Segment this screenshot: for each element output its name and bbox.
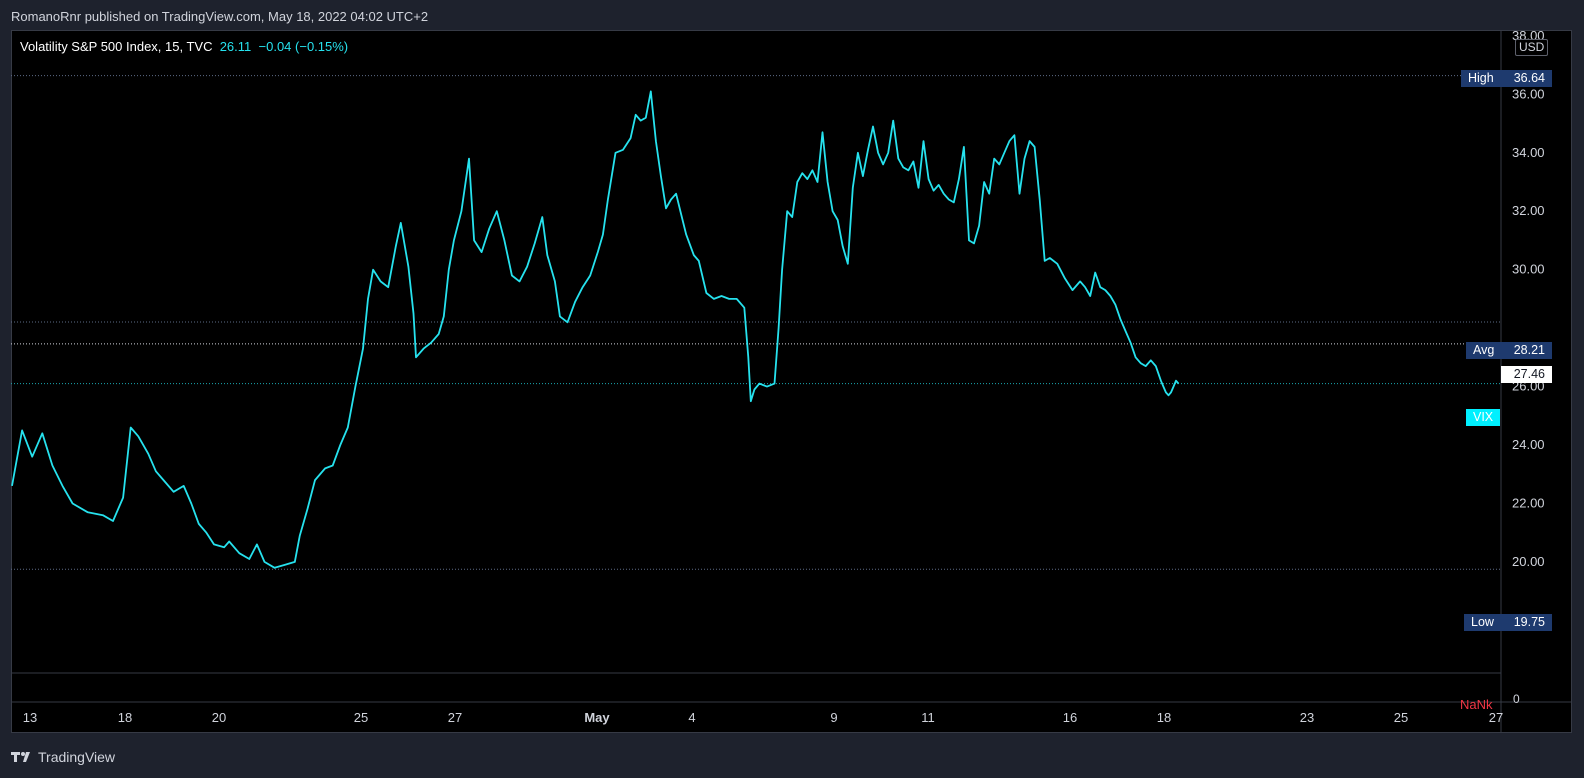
volume-zero-label: 0 (1513, 692, 1520, 706)
publish-header: RomanoRnr published on TradingView.com, … (11, 9, 429, 24)
volume-nan-label: NaNk (1460, 697, 1493, 712)
x-tick-label: 11 (921, 710, 935, 725)
legend-last-value: 26.11 (219, 39, 252, 54)
y-tick-label: 34.00 (1512, 145, 1545, 160)
y-tick-label: 20.00 (1512, 554, 1545, 569)
x-tick-label: 20 (212, 710, 226, 725)
low-label-tag: Low (1464, 614, 1501, 631)
reference-lines (11, 75, 1501, 570)
chart-frame[interactable] (11, 30, 1572, 733)
x-axis-ticks: 13 18 20 25 27 May 4 9 11 16 18 23 25 27 (23, 710, 1503, 725)
x-tick-label: 13 (23, 710, 37, 725)
x-tick-label: 25 (354, 710, 368, 725)
legend-change: −0.04 (−0.15%) (258, 39, 349, 54)
currency-badge[interactable]: USD (1515, 39, 1549, 56)
x-tick-label: 23 (1300, 710, 1314, 725)
x-tick-label: 27 (448, 710, 462, 725)
tradingview-logo-icon (11, 752, 30, 762)
x-tick-label: 9 (830, 710, 837, 725)
price-chart[interactable]: 38.0036.0034.0032.0030.0026.0024.0022.00… (11, 30, 1572, 733)
y-tick-label: 32.00 (1512, 203, 1545, 218)
low-value-tag: 19.75 (1501, 614, 1552, 631)
footer-brand-text: TradingView (38, 749, 116, 765)
y-tick-label: 36.00 (1512, 86, 1545, 101)
x-tick-label: 16 (1063, 710, 1077, 725)
last-price-tag: 27.46 (1501, 366, 1552, 383)
series-legend[interactable]: Volatility S&P 500 Index, 15, TVC 26.11 … (20, 39, 348, 54)
x-tick-label: 27 (1489, 710, 1503, 725)
y-tick-label: 22.00 (1512, 495, 1545, 510)
high-value-tag: 36.64 (1501, 70, 1552, 87)
x-tick-label: 18 (1157, 710, 1171, 725)
x-tick-label: 18 (118, 710, 132, 725)
high-label-tag: High (1461, 70, 1501, 87)
y-tick-label: 24.00 (1512, 437, 1545, 452)
avg-value-tag: 28.21 (1501, 342, 1552, 359)
x-tick-label: May (584, 710, 610, 725)
legend-title: Volatility S&P 500 Index, 15, TVC (20, 39, 213, 54)
symbol-tag: VIX (1466, 409, 1500, 426)
vix-price-line (11, 90, 1180, 569)
x-tick-label: 4 (688, 710, 695, 725)
y-tick-label: 30.00 (1512, 262, 1545, 277)
avg-label-tag: Avg (1466, 342, 1501, 359)
y-axis-ticks: 38.0036.0034.0032.0030.0026.0024.0022.00… (1512, 30, 1545, 569)
footer-brand[interactable]: TradingView (11, 749, 115, 765)
x-tick-label: 25 (1394, 710, 1408, 725)
